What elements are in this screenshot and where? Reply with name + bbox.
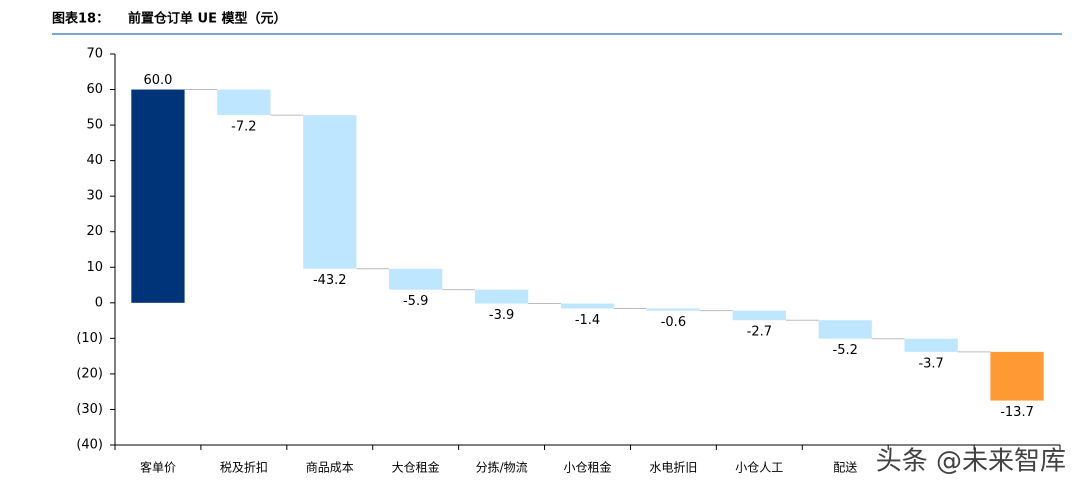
y-tick-label: (30) — [76, 402, 103, 417]
value-label: -3.9 — [489, 308, 514, 323]
watermark: 头条 @未来智库 — [876, 447, 1066, 477]
chart-title: 前置仓订单 UE 模型（元） — [128, 11, 287, 27]
bar — [646, 308, 701, 311]
value-label: -0.6 — [661, 315, 686, 330]
x-tick-label: 小仓租金 — [563, 460, 611, 475]
bar — [560, 303, 615, 309]
y-tick-label: 60 — [86, 82, 103, 97]
bar — [217, 89, 271, 116]
x-tick-label: 税及折扣 — [220, 460, 268, 475]
bar — [303, 115, 357, 269]
y-tick-label: (20) — [76, 366, 103, 381]
value-label: -5.2 — [833, 343, 858, 358]
bar — [818, 320, 872, 339]
y-tick-label: 20 — [86, 224, 103, 239]
value-label: -7.2 — [231, 120, 256, 135]
bar — [904, 338, 958, 352]
bar — [732, 310, 786, 321]
figure-label: 图表18： — [52, 11, 109, 27]
y-tick-label: (40) — [76, 438, 103, 453]
y-tick-label: (10) — [76, 331, 103, 346]
y-tick-label: 10 — [86, 260, 103, 275]
y-tick-label: 40 — [86, 153, 103, 168]
y-tick-label: 50 — [86, 118, 103, 133]
value-label: -1.4 — [575, 313, 600, 328]
x-tick-label: 客单价 — [140, 460, 176, 475]
bar — [131, 89, 185, 303]
x-tick-label: 大仓租金 — [392, 460, 440, 475]
x-tick-label: 商品成本 — [306, 460, 354, 475]
value-label: -13.7 — [1000, 405, 1034, 420]
value-label: -3.7 — [918, 356, 943, 371]
value-label: -43.2 — [313, 273, 347, 288]
value-label: -2.7 — [747, 325, 772, 340]
bar — [389, 268, 443, 290]
y-tick-label: 30 — [86, 189, 103, 204]
x-tick-label: 配送 — [833, 460, 857, 475]
x-tick-label: 分拣/物流 — [476, 460, 528, 475]
bar — [474, 289, 529, 304]
x-tick-label: 水电折旧 — [649, 460, 697, 475]
value-label: 60.0 — [143, 73, 172, 88]
bar — [990, 351, 1044, 401]
y-tick-label: 70 — [86, 47, 103, 62]
x-tick-label: 小仓人工 — [735, 461, 783, 475]
y-tick-label: 0 — [95, 295, 103, 310]
value-label: -5.9 — [403, 294, 428, 309]
